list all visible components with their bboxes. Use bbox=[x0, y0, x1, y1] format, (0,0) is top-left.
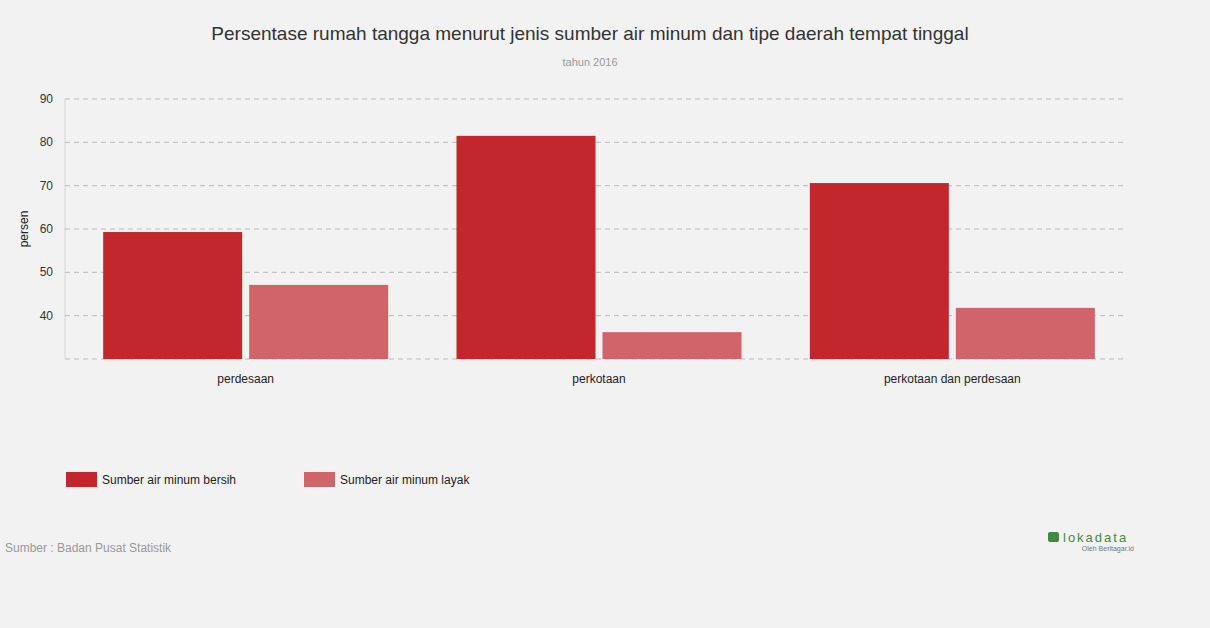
x-tick-label: perdesaan bbox=[217, 372, 274, 386]
bar bbox=[103, 232, 242, 359]
background bbox=[0, 0, 1210, 628]
bar bbox=[810, 183, 949, 359]
legend-label: Sumber air minum layak bbox=[340, 473, 470, 487]
y-tick-label: 50 bbox=[40, 265, 54, 279]
legend-swatch bbox=[304, 472, 335, 487]
legend-label: Sumber air minum bersih bbox=[102, 473, 236, 487]
title: Persentase rumah tangga menurut jenis su… bbox=[211, 23, 968, 44]
y-tick-label: 70 bbox=[40, 179, 54, 193]
x-tick-label: perkotaan bbox=[572, 372, 625, 386]
credit-sub: Oleh Beritagar.id bbox=[1082, 545, 1134, 553]
bar bbox=[457, 136, 596, 359]
y-tick-label: 40 bbox=[40, 309, 54, 323]
grid-line bbox=[65, 99, 1125, 100]
bars bbox=[103, 136, 1095, 359]
y-tick-label: 90 bbox=[40, 92, 54, 106]
y-tick-label: 60 bbox=[40, 222, 54, 236]
x-tick-label: perkotaan dan perdesaan bbox=[884, 372, 1021, 386]
source: Sumber : Badan Pusat Statistik bbox=[5, 541, 172, 555]
credit: lokadata bbox=[1063, 530, 1128, 545]
bar bbox=[956, 308, 1095, 359]
subtitle: tahun 2016 bbox=[562, 56, 617, 68]
legend-swatch bbox=[66, 472, 97, 487]
logo-icon bbox=[1048, 532, 1059, 542]
bar bbox=[603, 332, 742, 359]
y-tick-label: 80 bbox=[40, 135, 54, 149]
bar bbox=[249, 285, 388, 359]
y-axis-label: persen bbox=[17, 211, 31, 248]
